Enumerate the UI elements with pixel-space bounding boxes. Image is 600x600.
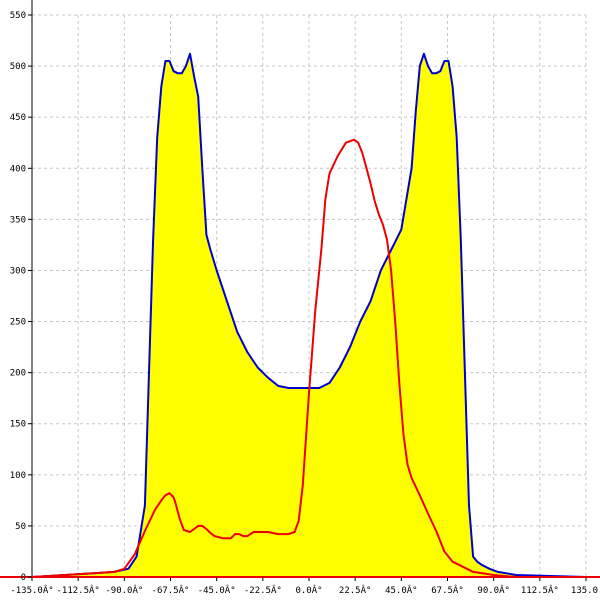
y-tick-label: 500 — [10, 62, 26, 72]
y-tick-label: 150 — [10, 420, 26, 430]
x-tick-label: 0.0Â° — [295, 584, 322, 596]
y-tick-label: 300 — [10, 266, 26, 276]
y-tick-label: 50 — [15, 522, 26, 532]
x-tick-label: -90.0Â° — [105, 584, 143, 596]
series-layer — [31, 52, 587, 578]
x-tick-label: -67.5Â° — [152, 584, 190, 596]
x-tick-label: -135.0Â° — [10, 584, 53, 596]
tick-labels: 0 50 100 150 200 250 300 350 400 450 500 550 -135.0Â… — [10, 11, 598, 596]
y-tick-label: 100 — [10, 471, 26, 481]
series-0-line — [31, 52, 587, 578]
x-tick-label: -45.0Â° — [198, 584, 236, 596]
x-tick-label: 22.5Â° — [339, 584, 372, 596]
series-0-area — [32, 53, 586, 578]
axes — [0, 0, 600, 581]
x-tick-label: 45.0Â° — [385, 584, 418, 596]
y-tick-label: 200 — [10, 369, 26, 379]
y-tick-label: 250 — [10, 318, 26, 328]
y-tick-label: 400 — [10, 164, 26, 174]
x-tick-label: 135.0 — [571, 586, 598, 596]
x-tick-label: 112.5Â° — [521, 584, 559, 596]
y-tick-label: 550 — [10, 11, 26, 21]
x-tick-label: -22.5Â° — [244, 584, 282, 596]
y-tick-label: 450 — [10, 113, 26, 123]
x-tick-label: 67.5Â° — [431, 584, 464, 596]
series-1-line — [31, 138, 586, 578]
y-tick-label: 0 — [21, 573, 26, 583]
y-tick-label: 350 — [10, 215, 26, 225]
x-tick-label: 90.0Â° — [477, 584, 510, 596]
x-tick-label: -112.5Â° — [56, 584, 99, 596]
